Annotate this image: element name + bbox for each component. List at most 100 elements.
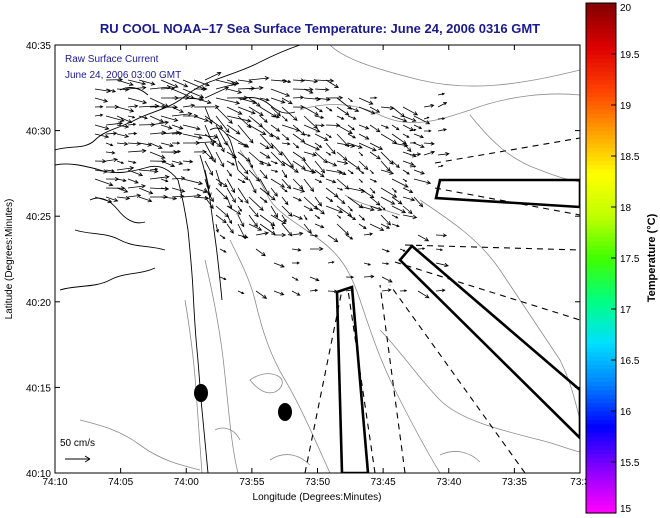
- current-vector: [417, 290, 430, 299]
- x-tick-label: 73:55: [239, 477, 264, 488]
- current-vector: [94, 105, 104, 109]
- current-vector: [292, 78, 306, 83]
- current-vector: [437, 164, 444, 168]
- current-vector: [237, 187, 249, 205]
- current-vector: [358, 133, 370, 140]
- colorbar-swatch: [586, 440, 616, 446]
- current-vector: [380, 124, 390, 129]
- current-vector: [281, 160, 299, 173]
- current-vector: [226, 115, 252, 123]
- colorbar-swatch: [586, 54, 616, 59]
- current-vector: [281, 133, 290, 141]
- colorbar-swatch: [586, 177, 616, 183]
- current-vector: [226, 205, 242, 215]
- current-vector: [193, 104, 220, 109]
- current-vector: [402, 142, 412, 153]
- current-vector: [273, 262, 285, 268]
- current-vector: [248, 85, 264, 91]
- colorbar-tick-label: 17.5: [620, 254, 640, 265]
- current-vector: [435, 233, 448, 238]
- current-vector: [325, 160, 338, 167]
- colorbar-swatch: [586, 3, 616, 8]
- current-vector: [193, 97, 212, 105]
- colorbar-swatch: [586, 423, 616, 429]
- current-vector: [127, 104, 139, 109]
- colorbar-swatch: [586, 224, 616, 229]
- current-vector: [336, 160, 349, 165]
- y-tick-label: 40:20: [26, 298, 51, 309]
- colorbar-swatch: [586, 270, 616, 276]
- current-vector: [380, 187, 398, 198]
- current-vector: [138, 115, 148, 120]
- current-vector: [437, 128, 447, 132]
- current-vector: [270, 160, 278, 165]
- current-vector: [303, 88, 314, 94]
- current-vector: [292, 196, 302, 202]
- colorbar-swatch: [586, 139, 616, 144]
- current-vector: [281, 196, 289, 206]
- current-vector: [336, 187, 344, 191]
- colorbar-swatch: [586, 262, 616, 268]
- current-vector: [237, 106, 256, 115]
- current-vector: [270, 133, 281, 140]
- colorbar-swatch: [586, 287, 616, 293]
- colorbar-swatch: [586, 330, 616, 336]
- current-vector: [219, 234, 226, 240]
- current-vector: [358, 160, 369, 171]
- colorbar-swatch: [586, 211, 616, 217]
- colorbar-swatch: [586, 32, 616, 38]
- colorbar-swatch: [586, 100, 616, 106]
- current-vector: [193, 79, 210, 87]
- current-vector: [116, 141, 129, 146]
- current-vector: [94, 196, 113, 204]
- current-vector: [314, 142, 323, 148]
- current-vector: [369, 196, 381, 206]
- current-vector: [259, 115, 268, 123]
- current-vector: [127, 131, 138, 136]
- current-vector: [259, 169, 268, 180]
- current-vector: [248, 76, 270, 81]
- current-vector: [259, 223, 276, 235]
- current-vector: [336, 178, 350, 190]
- current-vector: [391, 160, 400, 169]
- current-vector: [204, 187, 214, 203]
- current-vector: [94, 169, 109, 174]
- current-vector: [171, 194, 185, 199]
- current-vector: [281, 169, 288, 179]
- current-vector: [274, 232, 287, 238]
- current-vector: [182, 159, 194, 164]
- y-axis-ticks: 40:35 40:30 40:25 40:20 40:15 40:10: [26, 41, 580, 480]
- current-vector: [325, 196, 334, 202]
- colorbar-swatch: [586, 389, 616, 395]
- current-vector: [182, 178, 204, 186]
- colorbar-swatch: [586, 479, 616, 484]
- colorbar-swatch: [586, 11, 616, 17]
- colorbar-swatch: [586, 79, 616, 85]
- colorbar-tick-label: 18.5: [620, 152, 640, 163]
- colorbar-swatch: [586, 202, 616, 208]
- current-vector: [291, 276, 299, 281]
- colorbar-swatch: [586, 253, 616, 259]
- current-vector: [369, 187, 376, 194]
- current-vector: [391, 187, 397, 193]
- current-vector: [215, 124, 228, 146]
- current-vector: [281, 223, 293, 237]
- x-tick-label: 73:35: [502, 477, 527, 488]
- colorbar-swatch: [586, 300, 616, 306]
- x-axis-ticks: 74:10 74:05 74:00 73:55 73:50 73:45 73:40 73:35…: [42, 45, 590, 488]
- current-vector: [413, 178, 432, 185]
- colorbar-swatch: [586, 160, 616, 166]
- current-vector: [314, 169, 325, 178]
- current-vector: [347, 97, 353, 103]
- current-vector: [281, 115, 288, 122]
- colorbar-swatch: [586, 190, 616, 195]
- colorbar-swatch: [586, 126, 616, 132]
- colorbar-swatch: [586, 41, 616, 47]
- colorbar-swatch: [586, 296, 616, 302]
- current-vector: [149, 174, 170, 180]
- current-vector: [259, 187, 276, 201]
- colorbar-swatch: [586, 500, 616, 506]
- current-vector: [127, 160, 137, 164]
- current-vector: [237, 79, 254, 84]
- current-vector: [226, 160, 236, 166]
